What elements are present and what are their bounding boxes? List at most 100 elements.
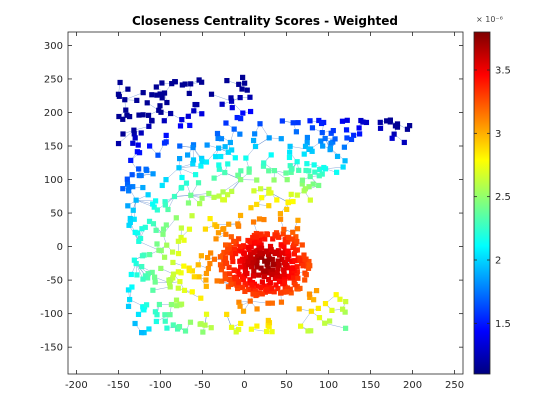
graph-node: [274, 270, 280, 276]
graph-node: [199, 111, 205, 117]
graph-node: [284, 206, 290, 213]
graph-node: [258, 284, 264, 291]
graph-node: [306, 184, 312, 190]
graph-node: [279, 118, 285, 124]
graph-node: [127, 219, 133, 226]
graph-node: [130, 140, 136, 146]
graph-node: [260, 163, 267, 169]
graph-node: [186, 267, 192, 274]
graph-node: [205, 254, 211, 261]
y-tick-label: -150: [40, 343, 63, 354]
graph-node: [150, 287, 156, 293]
graph-node: [265, 259, 271, 265]
graph-node: [303, 272, 309, 278]
graph-node: [317, 167, 323, 173]
graph-node: [204, 142, 210, 148]
graph-node: [265, 300, 271, 306]
graph-node: [254, 253, 260, 259]
graph-node: [268, 247, 274, 253]
graph-node: [143, 166, 149, 172]
graph-node: [244, 270, 250, 277]
graph-node: [222, 271, 228, 277]
graph-node: [131, 131, 137, 137]
x-tick-label: 0: [241, 380, 247, 391]
graph-node: [133, 260, 139, 267]
graph-node: [189, 289, 195, 295]
graph-node: [152, 309, 159, 315]
graph-node: [175, 250, 182, 257]
graph-node: [154, 241, 160, 247]
graph-node: [116, 113, 122, 120]
graph-node: [203, 277, 209, 283]
graph-node: [214, 278, 220, 284]
colorbar-tick-label: 3.5: [495, 66, 511, 77]
graph-node: [225, 149, 231, 155]
graph-node: [257, 121, 263, 127]
graph-node: [157, 91, 163, 97]
graph-node: [171, 193, 178, 200]
graph-node: [304, 134, 310, 141]
graph-node: [264, 249, 270, 255]
graph-node: [140, 276, 146, 282]
graph-node: [245, 286, 252, 293]
graph-node: [116, 93, 122, 99]
graph-node: [188, 81, 194, 87]
graph-node: [277, 211, 283, 217]
graph-node: [259, 291, 265, 297]
graph-node: [356, 125, 362, 131]
graph-node: [135, 311, 142, 318]
graph-node: [134, 97, 140, 103]
graph-node: [289, 258, 295, 264]
graph-node: [126, 188, 132, 194]
graph-node: [278, 299, 285, 305]
y-axis: -150 -100 -50 0 50 100 150 200 250 300: [40, 41, 463, 354]
graph-node: [237, 131, 243, 137]
graph-node: [231, 267, 237, 274]
graph-node: [259, 254, 265, 260]
graph-node: [175, 269, 181, 275]
graph-node: [185, 152, 191, 158]
graph-node: [155, 152, 161, 158]
graph-node: [332, 136, 338, 142]
graph-node: [321, 164, 327, 171]
graph-node: [236, 271, 242, 278]
graph-node: [246, 262, 252, 268]
graph-node: [228, 234, 234, 240]
graph-node: [233, 251, 239, 257]
graph-node: [144, 100, 150, 106]
graph-node: [244, 87, 250, 93]
graph-node: [246, 166, 252, 172]
graph-node: [247, 277, 253, 283]
graph-node: [170, 259, 176, 266]
graph-node: [279, 242, 285, 248]
graph-node: [225, 246, 231, 252]
graph-node: [242, 263, 249, 269]
graph-node: [145, 192, 151, 198]
graph-node: [152, 279, 158, 285]
graph-node: [127, 215, 133, 222]
graph-node: [159, 80, 165, 86]
graph-node: [124, 112, 130, 118]
graph-node: [322, 300, 329, 307]
graph-node: [120, 116, 126, 122]
graph-node: [135, 142, 141, 148]
graph-node: [147, 143, 153, 149]
graph-node: [266, 190, 272, 196]
graph-node: [277, 216, 284, 222]
graph-node: [136, 112, 142, 118]
graph-node: [252, 143, 259, 150]
graph-node: [177, 155, 183, 162]
graph-node: [227, 271, 233, 277]
graph-node: [178, 234, 184, 241]
graph-node: [220, 226, 226, 232]
graph-node: [120, 186, 126, 192]
graph-node: [176, 165, 182, 171]
graph-node: [305, 328, 311, 334]
graph-node: [222, 169, 228, 176]
graph-node: [146, 123, 152, 129]
graph-node: [279, 256, 285, 263]
graph-node: [294, 238, 300, 245]
graph-node: [316, 182, 322, 189]
graph-node: [159, 182, 165, 189]
graph-node: [206, 190, 212, 197]
